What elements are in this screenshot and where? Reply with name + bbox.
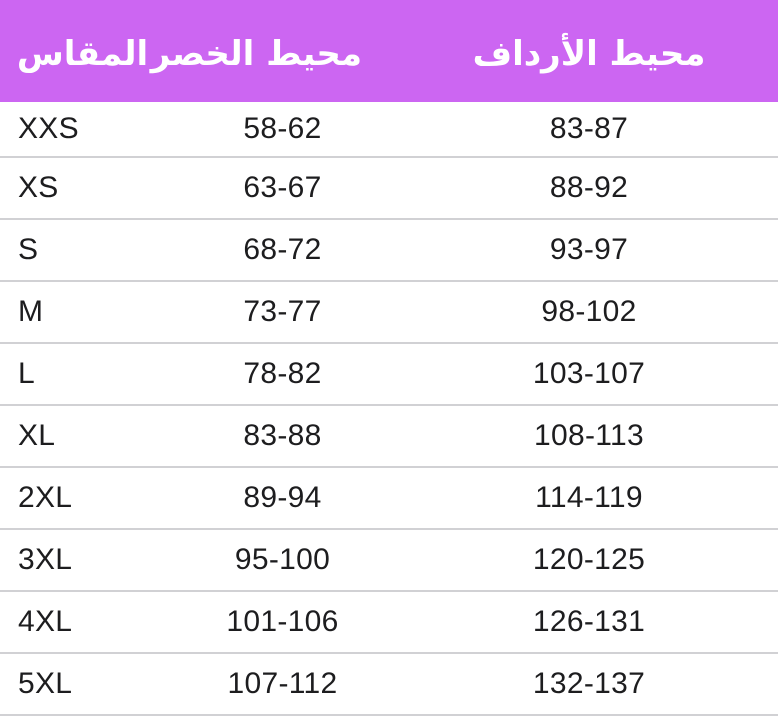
cell-size: 4XL [18, 605, 73, 638]
cell-waist: 58-62 [243, 112, 322, 145]
cell-size: M [18, 295, 44, 328]
size-chart-body: XXS 58-62 83-87 XS 63-67 88-92 S 68-72 93-97 M 73-… [0, 102, 778, 722]
cell-hips: 93-97 [549, 233, 629, 266]
cell-hips: 108-113 [534, 419, 644, 452]
table-row: 4XL 101-106 126-131 [0, 592, 778, 654]
table-row: 5XL 107-112 132-137 [0, 654, 778, 716]
header-waist-label: محيط الخصر [150, 34, 362, 74]
cell-size: XS [18, 171, 59, 204]
cell-waist: 78-82 [243, 357, 322, 390]
table-row: XXS 58-62 83-87 [0, 102, 778, 158]
cell-hips: 120-125 [532, 543, 646, 576]
cell-size: 2XL [18, 481, 73, 514]
size-chart-header: المقاس محيط الخصر محيط الأرداف [0, 0, 778, 102]
cell-hips: 98-102 [541, 295, 637, 328]
cell-waist: 101-106 [226, 605, 339, 638]
cell-waist: 83-88 [243, 419, 322, 452]
cell-hips: 126-131 [532, 605, 646, 638]
table-row: 2XL 89-94 114-119 [0, 468, 778, 530]
cell-waist: 95-100 [234, 543, 331, 576]
table-row: XS 63-67 88-92 [0, 158, 778, 220]
cell-waist: 107-112 [227, 667, 338, 700]
cell-size: L [18, 357, 35, 390]
table-row: S 68-72 93-97 [0, 220, 778, 282]
table-row: M 73-77 98-102 [0, 282, 778, 344]
cell-size: XXS [18, 112, 79, 145]
cell-waist: 73-77 [243, 295, 322, 328]
table-row: XL 83-88 108-113 [0, 406, 778, 468]
table-row: 3XL 95-100 120-125 [0, 530, 778, 592]
table-row: L 78-82 103-107 [0, 344, 778, 406]
cell-size: S [18, 233, 39, 266]
cell-waist: 89-94 [243, 481, 322, 514]
cell-hips: 88-92 [549, 171, 629, 204]
cell-hips: 132-137 [532, 667, 646, 700]
cell-waist: 68-72 [243, 233, 322, 266]
cell-hips: 103-107 [532, 357, 646, 390]
cell-size: XL [18, 419, 56, 452]
header-hips-label: محيط الأرداف [472, 34, 706, 74]
header-size-label: المقاس [16, 34, 149, 74]
cell-hips: 114-119 [535, 481, 643, 514]
cell-size: 3XL [18, 543, 73, 576]
cell-waist: 63-67 [243, 171, 322, 204]
cell-size: 5XL [18, 667, 73, 700]
cell-hips: 83-87 [549, 112, 629, 145]
